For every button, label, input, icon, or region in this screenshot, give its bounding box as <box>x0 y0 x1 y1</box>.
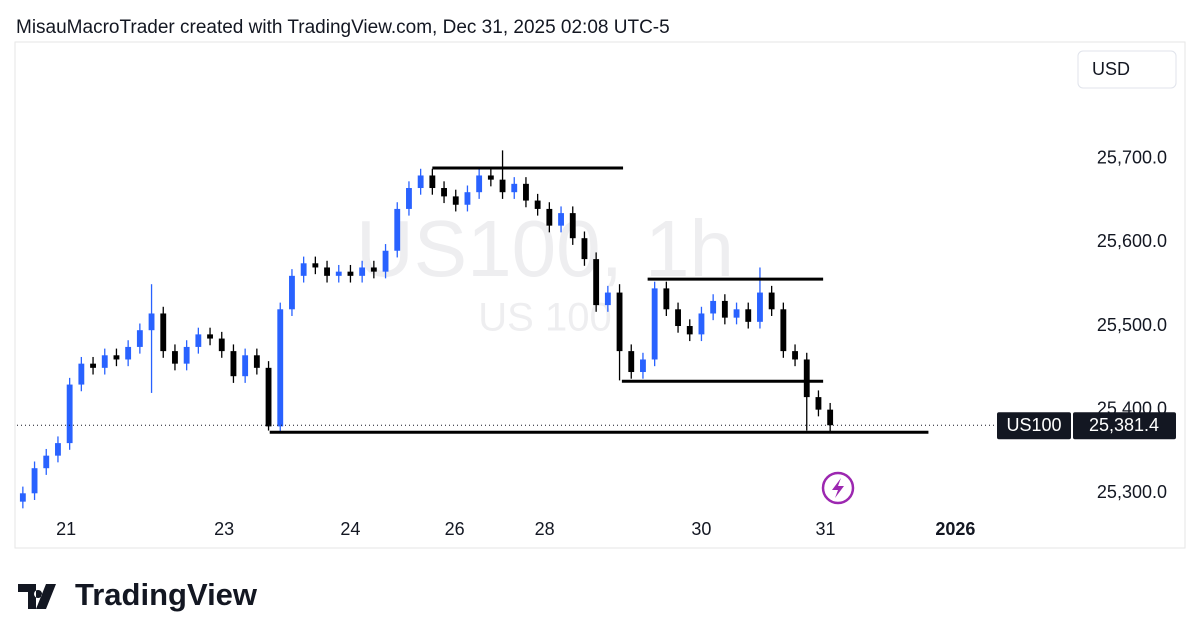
last-price-label: 25,381.4 <box>1089 415 1159 435</box>
candle-body <box>523 183 529 201</box>
candle-body <box>604 292 611 306</box>
y-tick-label: 25,300.0 <box>1097 482 1167 502</box>
candle-body <box>721 300 728 318</box>
symbol-label: US100 <box>1006 415 1061 435</box>
candle-body <box>429 175 436 189</box>
candle-body <box>815 397 822 410</box>
x-tick-label: 21 <box>56 519 76 539</box>
chart-frame <box>14 41 1186 549</box>
candle-body <box>382 250 389 272</box>
y-tick-label: 25,700.0 <box>1097 147 1167 167</box>
candle-body <box>464 192 471 205</box>
candle-body <box>476 175 483 193</box>
x-tick-label: 24 <box>340 519 360 539</box>
candle-body <box>616 292 623 352</box>
symbol-box <box>997 412 1071 440</box>
candle-body <box>312 263 319 268</box>
candle-body <box>710 300 717 314</box>
candle-body <box>101 355 108 368</box>
candles <box>19 150 834 509</box>
candle-body <box>686 326 693 335</box>
candle-body <box>581 238 588 260</box>
candle-body <box>733 309 740 318</box>
candle-body <box>441 188 447 197</box>
candle-body <box>827 409 834 426</box>
candle-body <box>663 288 670 310</box>
candle-body <box>172 351 178 364</box>
candle-body <box>78 363 85 385</box>
candle-body <box>803 359 810 398</box>
candle-body <box>558 213 564 226</box>
candle-body <box>19 493 26 502</box>
candle-body <box>698 313 705 335</box>
candle-body <box>417 175 424 189</box>
candle-body <box>195 334 202 347</box>
candle-body <box>499 179 506 193</box>
y-tick-label: 25,500.0 <box>1097 315 1167 335</box>
candle-body <box>335 271 342 276</box>
candle-body <box>675 309 681 327</box>
candle-body <box>534 200 541 209</box>
candle-body <box>277 309 284 427</box>
logo <box>18 584 56 609</box>
candle-body <box>768 292 775 310</box>
candle-body <box>160 313 167 352</box>
candle-body <box>745 309 752 322</box>
x-tick-label: 23 <box>214 519 234 539</box>
watermark-sub: US 100 <box>478 296 611 340</box>
candle-body <box>55 443 61 456</box>
brand: TradingView <box>75 577 258 612</box>
candle-body <box>511 183 518 193</box>
x-tick-label: 26 <box>445 519 465 539</box>
candle-body <box>640 359 646 373</box>
x-tick-label: 28 <box>535 519 555 539</box>
candle-body <box>406 188 412 209</box>
x-tick-label: 30 <box>691 519 711 539</box>
candle-body <box>66 384 73 444</box>
candle-body <box>394 208 401 251</box>
candle-body <box>230 351 237 377</box>
candle-body <box>242 355 249 377</box>
candle-body <box>183 346 190 364</box>
candle-body <box>136 330 143 347</box>
currency-button[interactable] <box>1077 50 1177 89</box>
candle-body <box>265 367 272 427</box>
x-tick-label: 2026 <box>935 519 975 539</box>
currency-label: USD <box>1092 59 1130 79</box>
candle-body <box>207 334 213 339</box>
candle-body <box>359 267 366 276</box>
candle-body <box>300 263 307 276</box>
candle-body <box>289 275 295 310</box>
candle-body <box>757 292 763 322</box>
x-tick-label: 31 <box>815 519 835 539</box>
candle-body <box>90 363 96 368</box>
y-tick-label: 25,600.0 <box>1097 231 1167 251</box>
candle-body <box>370 267 377 272</box>
candle-body <box>593 259 600 306</box>
candle-body <box>347 271 354 276</box>
candle-body <box>628 351 635 373</box>
candle-body <box>113 355 120 360</box>
candle-body <box>218 338 225 352</box>
lightning-icon[interactable] <box>821 471 855 505</box>
candle-body <box>324 267 330 276</box>
candle-body <box>651 288 658 360</box>
candle-body <box>253 355 260 368</box>
candle-body <box>452 196 459 205</box>
candle-body <box>780 309 787 352</box>
candle-body <box>31 468 38 494</box>
header: MisauMacroTrader created with TradingVie… <box>16 17 670 38</box>
candle-body <box>569 213 576 239</box>
candle-body <box>43 455 50 469</box>
last-price-box <box>1073 412 1176 440</box>
candle-body <box>792 351 798 360</box>
candle-body <box>546 208 553 226</box>
candle-body <box>148 313 155 331</box>
candle-body <box>487 175 494 180</box>
candle-body <box>125 346 132 360</box>
